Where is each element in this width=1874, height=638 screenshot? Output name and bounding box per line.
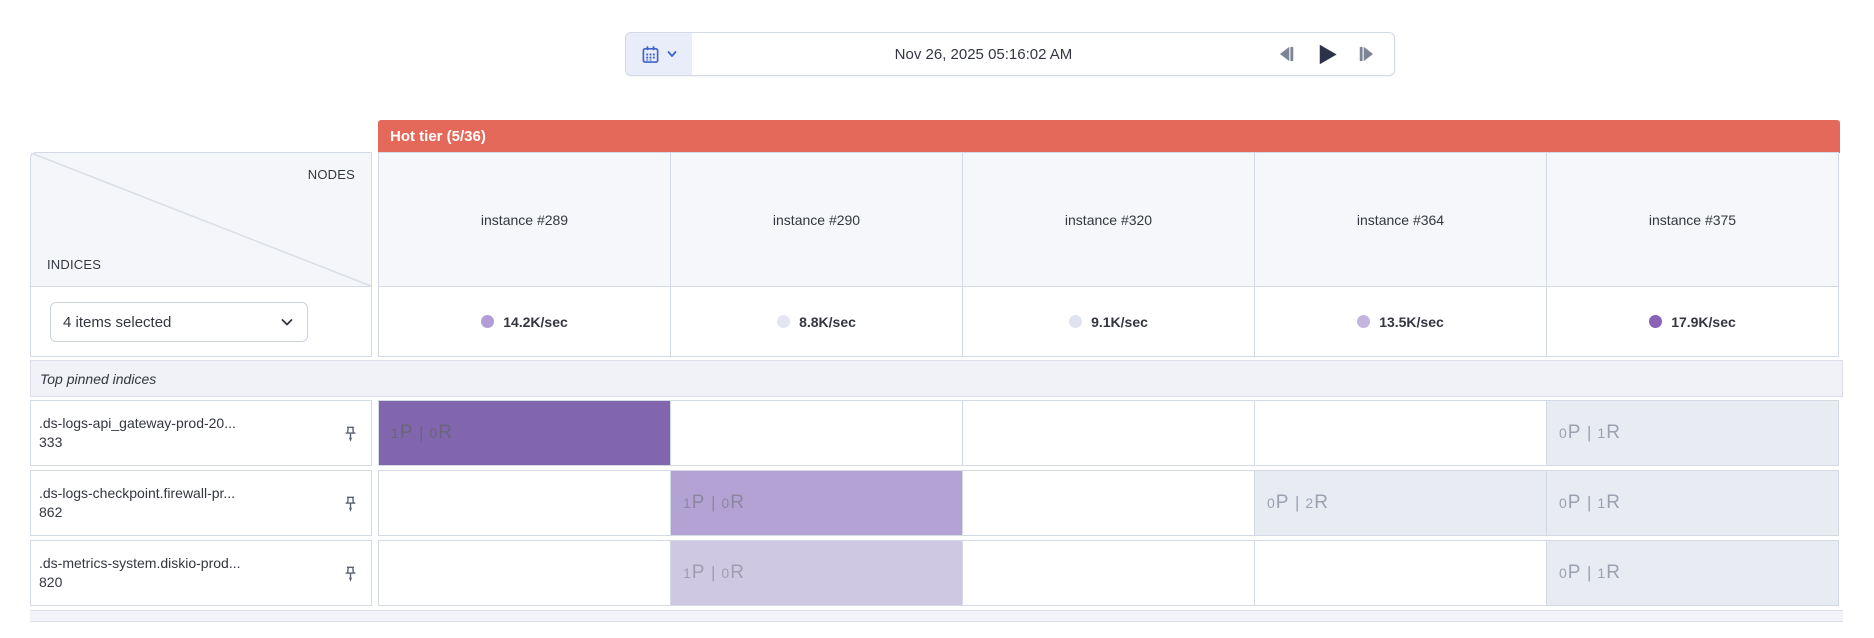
node-ingest-rate: 17.9K/sec bbox=[1546, 286, 1839, 357]
indices-select[interactable]: 4 items selected bbox=[50, 302, 308, 342]
ingest-rate-value: 8.8K/sec bbox=[799, 313, 856, 330]
ingest-rate-dot bbox=[1649, 315, 1663, 328]
node-rates: 14.2K/sec 8.8K/sec 9.1K/sec 13.5K/sec 17.9K/… bbox=[378, 286, 1839, 357]
node-header: instance #364 bbox=[1254, 152, 1547, 287]
tier-header-hot: Hot tier (5/36) bbox=[378, 120, 1840, 153]
pin-icon bbox=[342, 425, 359, 442]
shard-cell[interactable]: 1P | 0R bbox=[670, 470, 963, 536]
shard-count: 0P | 2R bbox=[1267, 492, 1329, 513]
ingest-rate-value: 9.1K/sec bbox=[1091, 313, 1148, 330]
indices-select-value: 4 items selected bbox=[63, 313, 172, 331]
ingest-rate-value: 14.2K/sec bbox=[503, 313, 568, 330]
ingest-rate-dot bbox=[481, 315, 495, 328]
node-header: instance #320 bbox=[962, 152, 1255, 287]
shard-count: 0P | 1R bbox=[1559, 422, 1621, 443]
node-header: instance #375 bbox=[1546, 152, 1839, 287]
node-ingest-rate: 14.2K/sec bbox=[378, 286, 671, 357]
shard-cell bbox=[1254, 540, 1547, 606]
index-label-cell: .ds-logs-checkpoint.firewall-pr... 862 bbox=[30, 470, 372, 536]
play-button[interactable] bbox=[1313, 41, 1340, 68]
node-header: instance #290 bbox=[670, 152, 963, 287]
shard-cell[interactable]: 0P | 1R bbox=[1546, 400, 1839, 466]
shard-count: 1P | 0R bbox=[683, 492, 745, 513]
shard-cell[interactable]: 0P | 2R bbox=[1254, 470, 1547, 536]
index-name: .ds-metrics-system.diskio-prod... 820 bbox=[39, 555, 241, 590]
time-toolbar: Nov 26, 2025 05:16:02 AM bbox=[625, 32, 1395, 76]
indices-axis-label: INDICES bbox=[47, 257, 102, 272]
shard-cell bbox=[962, 540, 1255, 606]
pin-button[interactable] bbox=[340, 563, 361, 584]
pin-icon bbox=[342, 565, 359, 582]
calendar-button[interactable] bbox=[626, 33, 692, 75]
node-ingest-rate: 8.8K/sec bbox=[670, 286, 963, 357]
pin-icon bbox=[342, 495, 359, 512]
shard-cell[interactable]: 0P | 1R bbox=[1546, 470, 1839, 536]
shard-count: 0P | 1R bbox=[1559, 492, 1621, 513]
index-name: .ds-logs-checkpoint.firewall-pr... 862 bbox=[39, 485, 236, 520]
node-ingest-rate: 13.5K/sec bbox=[1254, 286, 1547, 357]
tier-label: Hot tier (5/36) bbox=[390, 128, 486, 145]
step-forward-icon bbox=[1356, 43, 1378, 65]
node-ingest-rate: 9.1K/sec bbox=[962, 286, 1255, 357]
shard-allocation-grid: NODES INDICES instance #289 instance #290… bbox=[30, 152, 1843, 622]
index-row: .ds-metrics-system.diskio-prod... 820 1P | 0… bbox=[30, 540, 1843, 606]
chevron-down-icon bbox=[279, 314, 295, 330]
shard-count: 0P | 1R bbox=[1559, 562, 1621, 583]
shard-cell bbox=[378, 540, 671, 606]
shard-cell bbox=[1254, 400, 1547, 466]
section-top-pinned-indices: Top pinned indices bbox=[30, 360, 1843, 397]
play-icon bbox=[1313, 41, 1340, 68]
pin-button[interactable] bbox=[340, 423, 361, 444]
step-backward-icon bbox=[1275, 43, 1297, 65]
shard-cell[interactable]: 0P | 1R bbox=[1546, 540, 1839, 606]
diagonal-divider bbox=[31, 153, 371, 286]
ingest-rate-dot bbox=[1357, 315, 1371, 328]
shard-count: 1P | 0R bbox=[391, 422, 453, 443]
nodes-axis-label: NODES bbox=[307, 167, 355, 182]
chevron-down-icon bbox=[666, 48, 678, 60]
step-backward-button[interactable] bbox=[1275, 43, 1297, 65]
index-rows: .ds-logs-api_gateway-prod-20... 333 1P | 0R 0… bbox=[30, 400, 1843, 606]
section-label: Top pinned indices bbox=[40, 370, 157, 387]
shard-cell[interactable]: 1P | 0R bbox=[378, 400, 671, 466]
index-row: .ds-logs-api_gateway-prod-20... 333 1P | 0R 0… bbox=[30, 400, 1843, 466]
shard-cell bbox=[670, 400, 963, 466]
index-name: .ds-logs-api_gateway-prod-20... 333 bbox=[39, 415, 236, 450]
node-header: instance #289 bbox=[378, 152, 671, 287]
ingest-rate-value: 17.9K/sec bbox=[1671, 313, 1736, 330]
shard-cell[interactable]: 1P | 0R bbox=[670, 540, 963, 606]
pin-button[interactable] bbox=[340, 493, 361, 514]
shard-cell bbox=[962, 400, 1255, 466]
index-label-cell: .ds-metrics-system.diskio-prod... 820 bbox=[30, 540, 372, 606]
ingest-rate-dot bbox=[1069, 315, 1083, 328]
calendar-icon bbox=[641, 45, 660, 64]
shard-cell bbox=[378, 470, 671, 536]
ingest-rate-value: 13.5K/sec bbox=[1379, 313, 1444, 330]
shard-cell bbox=[962, 470, 1255, 536]
axis-corner-cell: NODES INDICES bbox=[30, 152, 372, 287]
index-row: .ds-logs-checkpoint.firewall-pr... 862 1P |… bbox=[30, 470, 1843, 536]
ingest-rate-dot bbox=[777, 315, 791, 328]
shard-count: 1P | 0R bbox=[683, 562, 745, 583]
indices-filter-cell: 4 items selected bbox=[30, 286, 372, 357]
datetime-display[interactable]: Nov 26, 2025 05:16:02 AM bbox=[894, 45, 1073, 63]
step-forward-button[interactable] bbox=[1356, 43, 1378, 65]
index-label-cell: .ds-logs-api_gateway-prod-20... 333 bbox=[30, 400, 372, 466]
next-tier-strip bbox=[30, 610, 1843, 622]
node-headers: instance #289 instance #290 instance #320 i… bbox=[378, 152, 1839, 287]
